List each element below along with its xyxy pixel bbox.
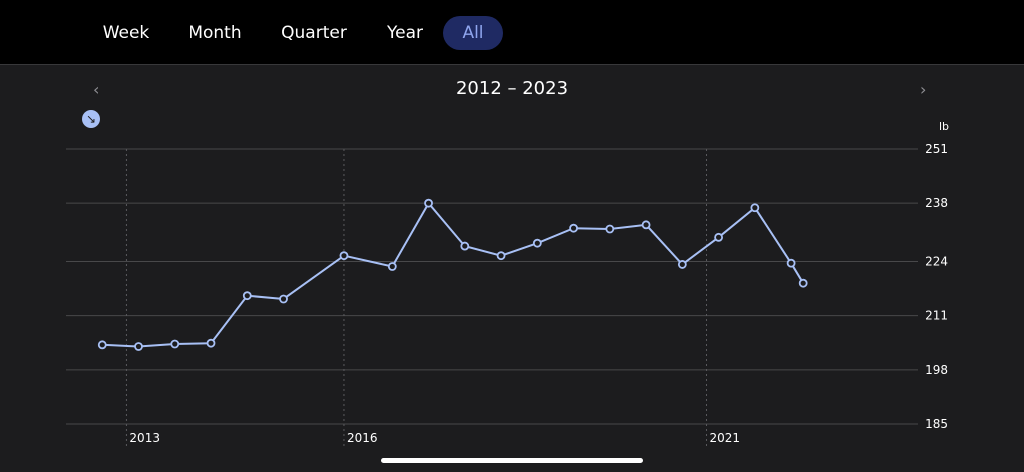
trend-down-icon[interactable]: ↘ — [82, 110, 100, 128]
data-point[interactable] — [460, 241, 470, 251]
vertical-gridlines — [125, 149, 708, 446]
data-point[interactable] — [170, 339, 180, 349]
data-point[interactable] — [798, 278, 808, 288]
data-point[interactable] — [134, 342, 143, 351]
data-point[interactable] — [605, 224, 615, 234]
y-axis-tick-labels: 251 238 224 211 198 185 — [925, 142, 948, 431]
y-tick-label: 185 — [925, 417, 948, 431]
tab-week[interactable]: Week — [102, 23, 150, 43]
tab-quarter[interactable]: Quarter — [281, 23, 347, 43]
data-point[interactable] — [496, 251, 506, 261]
y-tick-label: 198 — [925, 363, 948, 377]
data-point[interactable] — [97, 340, 107, 350]
data-point[interactable] — [714, 232, 723, 242]
home-indicator — [381, 458, 643, 463]
data-point[interactable] — [750, 203, 760, 213]
weight-series-line — [102, 201, 805, 348]
y-tick-label: 238 — [925, 196, 948, 210]
y-axis-unit-label: lb — [939, 120, 949, 133]
tab-month[interactable]: Month — [188, 23, 242, 43]
y-tick-label: 211 — [925, 309, 948, 323]
data-point[interactable] — [641, 220, 651, 230]
data-point[interactable] — [569, 223, 578, 233]
x-tick-label: 2013 — [129, 431, 160, 445]
data-point[interactable] — [387, 262, 397, 271]
data-points — [97, 198, 808, 351]
data-point[interactable] — [242, 291, 252, 301]
data-point[interactable] — [786, 258, 796, 268]
date-range-title: 2012 – 2023 — [455, 78, 569, 99]
tab-all[interactable]: All — [443, 16, 503, 50]
tab-year[interactable]: Year — [387, 23, 423, 43]
y-tick-label: 224 — [925, 255, 948, 269]
period-tab-bar: Week Month Quarter Year All — [0, 0, 1024, 65]
x-tick-label: 2016 — [347, 431, 378, 445]
data-point[interactable] — [279, 294, 288, 304]
x-axis-tick-labels: 2013 2016 2021 — [129, 431, 740, 445]
data-point[interactable] — [677, 260, 687, 269]
data-point[interactable] — [532, 238, 542, 248]
y-tick-label: 251 — [925, 142, 948, 156]
previous-range-button[interactable]: ‹ — [93, 80, 100, 99]
next-range-button[interactable]: › — [920, 80, 927, 99]
data-point[interactable] — [206, 338, 216, 348]
data-point[interactable] — [424, 198, 433, 208]
horizontal-gridlines — [66, 148, 918, 425]
x-tick-label: 2021 — [710, 431, 741, 445]
data-point[interactable] — [339, 251, 349, 261]
